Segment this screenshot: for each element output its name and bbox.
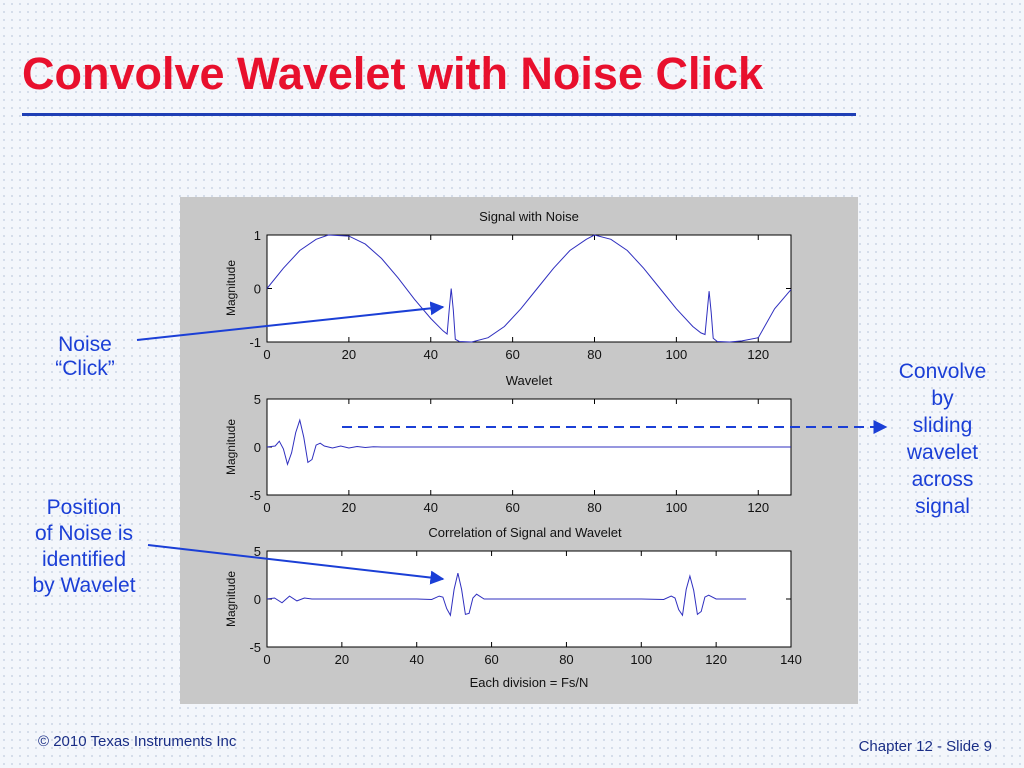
- plot3-xtick-label-1: 20: [335, 652, 349, 667]
- plot2-xtick-label-0: 0: [263, 500, 270, 515]
- plot1-xtick-label-0: 0: [263, 347, 270, 362]
- plot3-xtick-label-5: 100: [630, 652, 652, 667]
- plot1-xtick-label-2: 40: [424, 347, 438, 362]
- title-underline: [22, 113, 856, 116]
- plot3-xtick-label-4: 80: [559, 652, 573, 667]
- footer-slide-number: Chapter 12 - Slide 9: [858, 738, 992, 755]
- plot1-xtick-label-4: 80: [587, 347, 601, 362]
- plot3-xtick-label-2: 40: [409, 652, 423, 667]
- callout-position-line1: Position: [46, 496, 122, 519]
- plot1-xtick-label-1: 20: [342, 347, 356, 362]
- plot2-ytick-label-2: 5: [254, 392, 261, 407]
- plot3-xlabel: Each division = Fs/N: [470, 675, 589, 690]
- callout-convolve-line4: wavelet: [906, 441, 979, 464]
- plot1-xtick-label-6: 120: [747, 347, 769, 362]
- plot1-series-line: [266, 234, 792, 343]
- plot2-ytick-label-1: 0: [254, 440, 261, 455]
- callout-noise-click: Noise “Click”: [30, 333, 140, 381]
- plot3-ytick-label-2: 5: [254, 544, 261, 559]
- plot3-title: Correlation of Signal and Wavelet: [428, 525, 622, 540]
- plot2-series-line: [266, 418, 791, 466]
- plot1-ylabel: Magnitude: [224, 260, 238, 316]
- callout-position-line3: identified: [41, 548, 127, 571]
- plot3-xtick-label-6: 120: [705, 652, 727, 667]
- callout-position-identified: Position of Noise is identified by Wavel…: [14, 495, 154, 599]
- plot3-xtick-label-0: 0: [263, 652, 270, 667]
- callout-noise-line2: “Click”: [55, 357, 115, 380]
- callout-convolve-line1: Convolve: [898, 360, 987, 383]
- callout-position-line4: by Wavelet: [32, 574, 136, 597]
- plot1-ytick-label-1: 0: [254, 282, 261, 297]
- plot2-title: Wavelet: [506, 373, 553, 388]
- figure-canvas: Signal with Noise Magnitude 0 20 40 60 80 100…: [224, 209, 802, 690]
- callout-convolve-line6: signal: [915, 495, 970, 518]
- plot2-xtick-label-1: 20: [342, 500, 356, 515]
- plot3-xtick-label-3: 60: [484, 652, 498, 667]
- plot1-xtick-label-3: 60: [505, 347, 519, 362]
- callout-noise-line1: Noise: [58, 333, 112, 356]
- plot2-xtick-label-2: 40: [424, 500, 438, 515]
- callout-convolve-line3: sliding: [912, 414, 973, 437]
- plot2-xtick-label-3: 60: [505, 500, 519, 515]
- plot1-xtick-label-5: 100: [666, 347, 688, 362]
- plot1-ticks: 0 20 40 60 80 100 120-101: [249, 228, 791, 362]
- slide-title: Convolve Wavelet with Noise Click: [22, 48, 764, 99]
- callout-convolve-line5: across: [911, 468, 974, 491]
- plot2-ylabel: Magnitude: [224, 419, 238, 475]
- plot2-xtick-label-5: 100: [666, 500, 688, 515]
- plot2-xtick-label-6: 120: [747, 500, 769, 515]
- plot1-ytick-label-2: 1: [254, 228, 261, 243]
- plot-signal-with-noise: Signal with Noise Magnitude 0 20 40 60 80 100…: [224, 209, 792, 362]
- plot3-ylabel: Magnitude: [224, 571, 238, 627]
- matlab-figure: Signal with Noise Magnitude 0 20 40 60 80 100…: [180, 197, 858, 704]
- callout-convolve: Convolve by sliding wavelet across signa…: [880, 358, 1005, 520]
- plot3-series-line: [266, 572, 747, 617]
- plot1-title: Signal with Noise: [479, 209, 579, 224]
- footer-copyright: © 2010 Texas Instruments Inc: [38, 733, 237, 750]
- plot3-ytick-label-0: -5: [249, 640, 261, 655]
- plot2-ticks: 0 20 40 60 80 100 120-505: [249, 392, 791, 515]
- plot1-ytick-label-0: -1: [249, 335, 261, 350]
- plot-wavelet: Wavelet Magnitude 0 20 40 60 80 100 120-505: [224, 373, 792, 515]
- plot3-xtick-label-7: 140: [780, 652, 802, 667]
- plot2-xtick-label-4: 80: [587, 500, 601, 515]
- plot2-ytick-label-0: -5: [249, 488, 261, 503]
- plot3-ytick-label-1: 0: [254, 592, 261, 607]
- callout-position-line2: of Noise is: [34, 522, 134, 545]
- plot-correlation: Correlation of Signal and Wavelet Magnit…: [224, 525, 802, 690]
- callout-convolve-line2: by: [931, 387, 954, 410]
